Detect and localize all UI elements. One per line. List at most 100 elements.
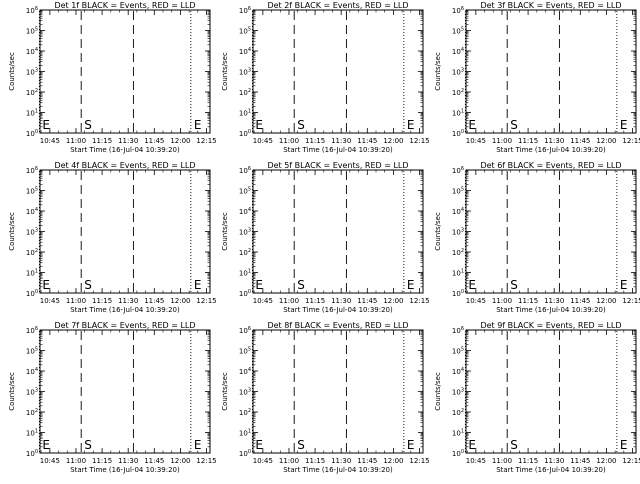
y-tick-label: 101 bbox=[26, 429, 38, 438]
marker-label: S bbox=[510, 118, 518, 132]
marker-label: E bbox=[255, 278, 263, 292]
x-tick-label: 11:45 bbox=[357, 297, 377, 305]
x-tick-label: 12:15 bbox=[196, 457, 216, 465]
marker-label: S bbox=[297, 278, 305, 292]
x-tick-label: 11:15 bbox=[518, 457, 538, 465]
y-tick-label: 102 bbox=[239, 408, 251, 417]
y-tick-label: 102 bbox=[239, 248, 251, 257]
plot-title: Det 4f BLACK = Events, RED = LLD bbox=[54, 161, 195, 170]
marker-label: S bbox=[510, 438, 518, 452]
x-axis-label: Start Time (16-Jul-04 10:39:20) bbox=[283, 146, 393, 154]
y-tick-label: 103 bbox=[26, 68, 38, 77]
x-tick-label: 11:30 bbox=[118, 137, 138, 145]
y-tick-label: 105 bbox=[239, 187, 251, 196]
x-tick-label: 10:45 bbox=[253, 137, 273, 145]
y-tick-label: 106 bbox=[26, 166, 38, 175]
y-tick-label: 101 bbox=[239, 109, 251, 118]
y-tick-label: 103 bbox=[26, 388, 38, 397]
y-tick-label: 102 bbox=[239, 88, 251, 97]
x-tick-label: 12:00 bbox=[383, 457, 403, 465]
y-tick-label: 105 bbox=[452, 187, 464, 196]
x-tick-label: 10:45 bbox=[40, 137, 60, 145]
y-tick-label: 101 bbox=[239, 429, 251, 438]
y-tick-label: 101 bbox=[239, 269, 251, 278]
y-tick-label: 106 bbox=[26, 326, 38, 335]
y-tick-label: 104 bbox=[452, 367, 464, 376]
marker-label: S bbox=[84, 118, 92, 132]
plot-frame bbox=[252, 329, 424, 454]
x-tick-label: 11:45 bbox=[144, 297, 164, 305]
x-tick-label: 12:15 bbox=[622, 137, 640, 145]
y-tick-label: 103 bbox=[452, 388, 464, 397]
detector-plot-9: Det 9f BLACK = Events, RED = LLD 100 101 10… bbox=[434, 321, 640, 474]
x-tick-label: 12:15 bbox=[196, 297, 216, 305]
marker-label: E bbox=[194, 438, 202, 452]
x-tick-label: 11:00 bbox=[66, 297, 86, 305]
marker-label: S bbox=[297, 438, 305, 452]
y-tick-label: 106 bbox=[239, 6, 251, 15]
marker-label: E bbox=[194, 118, 202, 132]
y-tick-label: 100 bbox=[239, 129, 251, 138]
x-tick-label: 11:30 bbox=[118, 297, 138, 305]
marker-label: E bbox=[468, 278, 476, 292]
y-axis-label: Counts/sec bbox=[434, 52, 442, 91]
x-axis-label: Start Time (16-Jul-04 10:39:20) bbox=[70, 466, 180, 474]
y-tick-label: 100 bbox=[452, 289, 464, 298]
y-tick-label: 102 bbox=[26, 248, 38, 257]
x-tick-label: 10:45 bbox=[253, 297, 273, 305]
x-tick-label: 11:45 bbox=[570, 137, 590, 145]
x-tick-label: 10:45 bbox=[466, 297, 486, 305]
x-tick-label: 11:00 bbox=[66, 137, 86, 145]
x-tick-label: 12:00 bbox=[383, 137, 403, 145]
y-tick-label: 100 bbox=[452, 129, 464, 138]
x-tick-label: 11:00 bbox=[279, 137, 299, 145]
detector-plot-1: Det 1f BLACK = Events, RED = LLD 100 101 10… bbox=[8, 1, 217, 154]
marker-label: E bbox=[407, 278, 415, 292]
y-tick-label: 104 bbox=[239, 367, 251, 376]
marker-label: S bbox=[510, 278, 518, 292]
y-tick-label: 105 bbox=[239, 347, 251, 356]
marker-label: S bbox=[84, 278, 92, 292]
x-tick-label: 11:15 bbox=[305, 457, 325, 465]
x-tick-label: 12:15 bbox=[409, 297, 429, 305]
x-tick-label: 12:15 bbox=[409, 137, 429, 145]
plot-title: Det 7f BLACK = Events, RED = LLD bbox=[54, 321, 195, 330]
x-tick-label: 12:00 bbox=[170, 137, 190, 145]
x-tick-label: 11:15 bbox=[92, 457, 112, 465]
x-tick-label: 12:00 bbox=[383, 297, 403, 305]
y-axis-label: Counts/sec bbox=[8, 212, 16, 251]
marker-label: E bbox=[42, 118, 50, 132]
y-tick-label: 102 bbox=[452, 88, 464, 97]
marker-label: E bbox=[407, 438, 415, 452]
x-tick-label: 11:15 bbox=[305, 297, 325, 305]
x-axis-label: Start Time (16-Jul-04 10:39:20) bbox=[496, 306, 606, 314]
y-tick-label: 103 bbox=[26, 228, 38, 237]
y-tick-label: 103 bbox=[239, 388, 251, 397]
y-tick-label: 100 bbox=[452, 449, 464, 458]
plot-frame bbox=[465, 169, 637, 294]
marker-label: E bbox=[255, 118, 263, 132]
plot-frame bbox=[465, 329, 637, 454]
x-tick-label: 11:15 bbox=[305, 137, 325, 145]
y-tick-label: 104 bbox=[452, 207, 464, 216]
y-tick-label: 103 bbox=[239, 68, 251, 77]
x-axis-label: Start Time (16-Jul-04 10:39:20) bbox=[70, 306, 180, 314]
x-tick-label: 10:45 bbox=[40, 457, 60, 465]
x-axis-label: Start Time (16-Jul-04 10:39:20) bbox=[283, 466, 393, 474]
y-tick-label: 101 bbox=[452, 429, 464, 438]
y-tick-label: 100 bbox=[26, 129, 38, 138]
x-tick-label: 11:45 bbox=[144, 137, 164, 145]
detector-plot-7: Det 7f BLACK = Events, RED = LLD 100 101 10… bbox=[8, 321, 217, 474]
plot-title: Det 9f BLACK = Events, RED = LLD bbox=[480, 321, 621, 330]
x-tick-label: 11:30 bbox=[544, 457, 564, 465]
y-tick-label: 101 bbox=[452, 109, 464, 118]
y-axis-label: Counts/sec bbox=[8, 372, 16, 411]
x-tick-label: 11:30 bbox=[544, 297, 564, 305]
x-tick-label: 11:45 bbox=[357, 137, 377, 145]
x-tick-label: 10:45 bbox=[253, 457, 273, 465]
x-tick-label: 11:00 bbox=[279, 297, 299, 305]
y-tick-label: 104 bbox=[239, 47, 251, 56]
x-tick-label: 10:45 bbox=[40, 297, 60, 305]
plot-frame bbox=[39, 169, 211, 294]
